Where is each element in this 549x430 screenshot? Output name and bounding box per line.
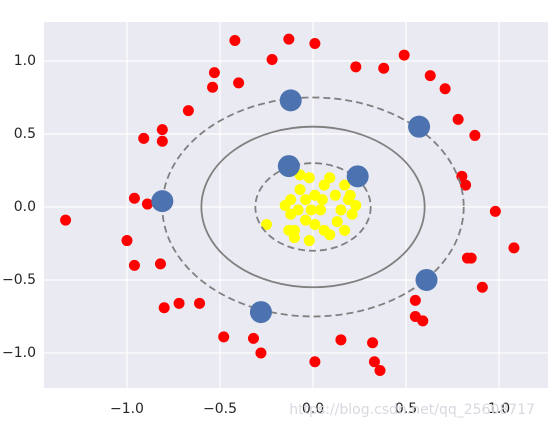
point <box>489 205 501 217</box>
point <box>346 208 358 220</box>
point <box>316 194 328 206</box>
support-vector <box>277 155 300 178</box>
point <box>409 294 421 306</box>
point <box>156 124 168 136</box>
point <box>465 252 477 264</box>
x-tick-label: 1.0 <box>488 401 510 417</box>
y-tick-label: 1.0 <box>14 53 36 69</box>
y-tick-label: 0.0 <box>14 199 36 215</box>
point <box>154 258 166 270</box>
point <box>309 218 321 230</box>
point <box>303 235 315 247</box>
point <box>368 356 380 368</box>
y-tick-label: −1.0 <box>2 345 36 361</box>
point <box>266 54 278 66</box>
support-vector <box>279 89 302 112</box>
point <box>294 183 306 195</box>
point <box>309 356 321 368</box>
point <box>261 218 273 230</box>
point <box>344 189 356 201</box>
point <box>300 194 312 206</box>
point <box>173 297 185 309</box>
point <box>121 235 133 247</box>
point <box>339 179 351 191</box>
point <box>439 83 451 95</box>
point <box>335 334 347 346</box>
point <box>233 77 245 89</box>
point <box>460 179 472 191</box>
point <box>329 189 341 201</box>
point <box>324 172 336 184</box>
point <box>339 224 351 236</box>
support-vector <box>346 165 369 188</box>
point <box>508 242 520 254</box>
point <box>207 81 219 93</box>
point <box>318 224 330 236</box>
point <box>350 200 362 212</box>
point <box>288 232 300 244</box>
point <box>229 35 241 47</box>
point <box>452 113 464 125</box>
point <box>378 62 390 74</box>
x-tick-label: 0.5 <box>395 401 417 417</box>
point <box>374 364 386 376</box>
support-vector <box>151 190 174 213</box>
support-vector <box>415 268 438 291</box>
point <box>156 135 168 147</box>
point <box>424 70 436 82</box>
point <box>398 49 410 61</box>
point <box>247 332 259 344</box>
point <box>128 192 140 204</box>
point <box>314 204 326 216</box>
point <box>367 337 379 349</box>
y-tick-label: 0.5 <box>14 126 36 142</box>
point <box>469 129 481 141</box>
point <box>182 105 194 117</box>
watermark: https://blog.csdn.net/qq_25608717 <box>289 402 535 418</box>
point <box>285 194 297 206</box>
point <box>476 281 488 293</box>
x-tick-label: −0.5 <box>203 401 237 417</box>
point <box>218 331 230 343</box>
point <box>303 172 315 184</box>
support-vector <box>408 115 431 138</box>
y-tick-label: −0.5 <box>2 272 36 288</box>
point <box>417 315 429 327</box>
x-tick-label: −1.0 <box>110 401 144 417</box>
point <box>331 216 343 228</box>
point <box>292 204 304 216</box>
contour <box>254 162 372 252</box>
point <box>141 198 153 210</box>
point <box>305 204 317 216</box>
point <box>350 61 362 73</box>
point <box>335 204 347 216</box>
support-vector <box>249 301 272 324</box>
point <box>208 67 220 79</box>
point <box>128 259 140 271</box>
point <box>60 214 72 226</box>
point <box>309 37 321 49</box>
x-tick-label: 0.0 <box>302 401 324 417</box>
point <box>194 297 206 309</box>
point <box>283 33 295 45</box>
point <box>158 302 170 314</box>
point <box>255 347 267 359</box>
point <box>300 214 312 226</box>
point <box>138 132 150 144</box>
contour <box>200 125 426 289</box>
